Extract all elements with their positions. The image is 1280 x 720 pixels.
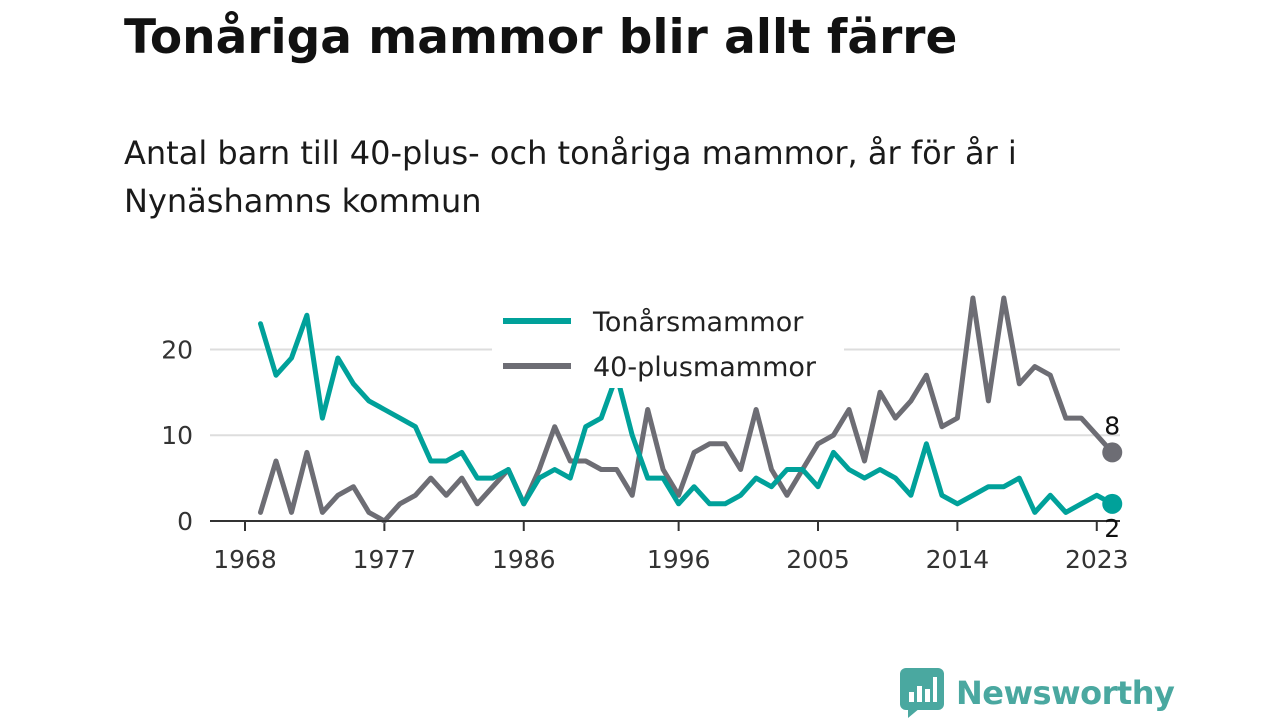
series-end-point [1102, 493, 1123, 514]
x-tick-label: 1986 [492, 545, 556, 574]
legend-label: 40-plusmammor [593, 352, 817, 383]
y-tick-label: 10 [161, 421, 193, 450]
y-tick-label: 0 [177, 507, 193, 536]
series-line-tonarsmammor [258, 312, 1115, 515]
series-line-40-plusmammor [258, 295, 1115, 524]
chart-subtitle: Antal barn till 40-plus- och tonåriga ma… [124, 134, 1017, 220]
x-tick-label: 2005 [786, 545, 850, 574]
x-tick-label: 2023 [1065, 545, 1129, 574]
x-tick-label: 2014 [926, 545, 990, 574]
newsworthy-logo-text: Newsworthy [956, 674, 1175, 712]
y-tick-label: 20 [161, 335, 193, 364]
newsworthy-logo-icon [900, 668, 944, 718]
series-end-label: 8 [1104, 411, 1120, 440]
x-tick-label: 1977 [353, 545, 417, 574]
chart-title: Tonåriga mammor blir allt färre [124, 10, 958, 65]
series-end-label: 2 [1104, 514, 1120, 543]
legend-label: Tonårsmammor [592, 307, 804, 338]
series-end-point [1102, 442, 1123, 463]
x-tick-label: 1996 [647, 545, 711, 574]
newsworthy-logo: Newsworthy [900, 668, 1175, 718]
x-tick-label: 1968 [213, 545, 277, 574]
